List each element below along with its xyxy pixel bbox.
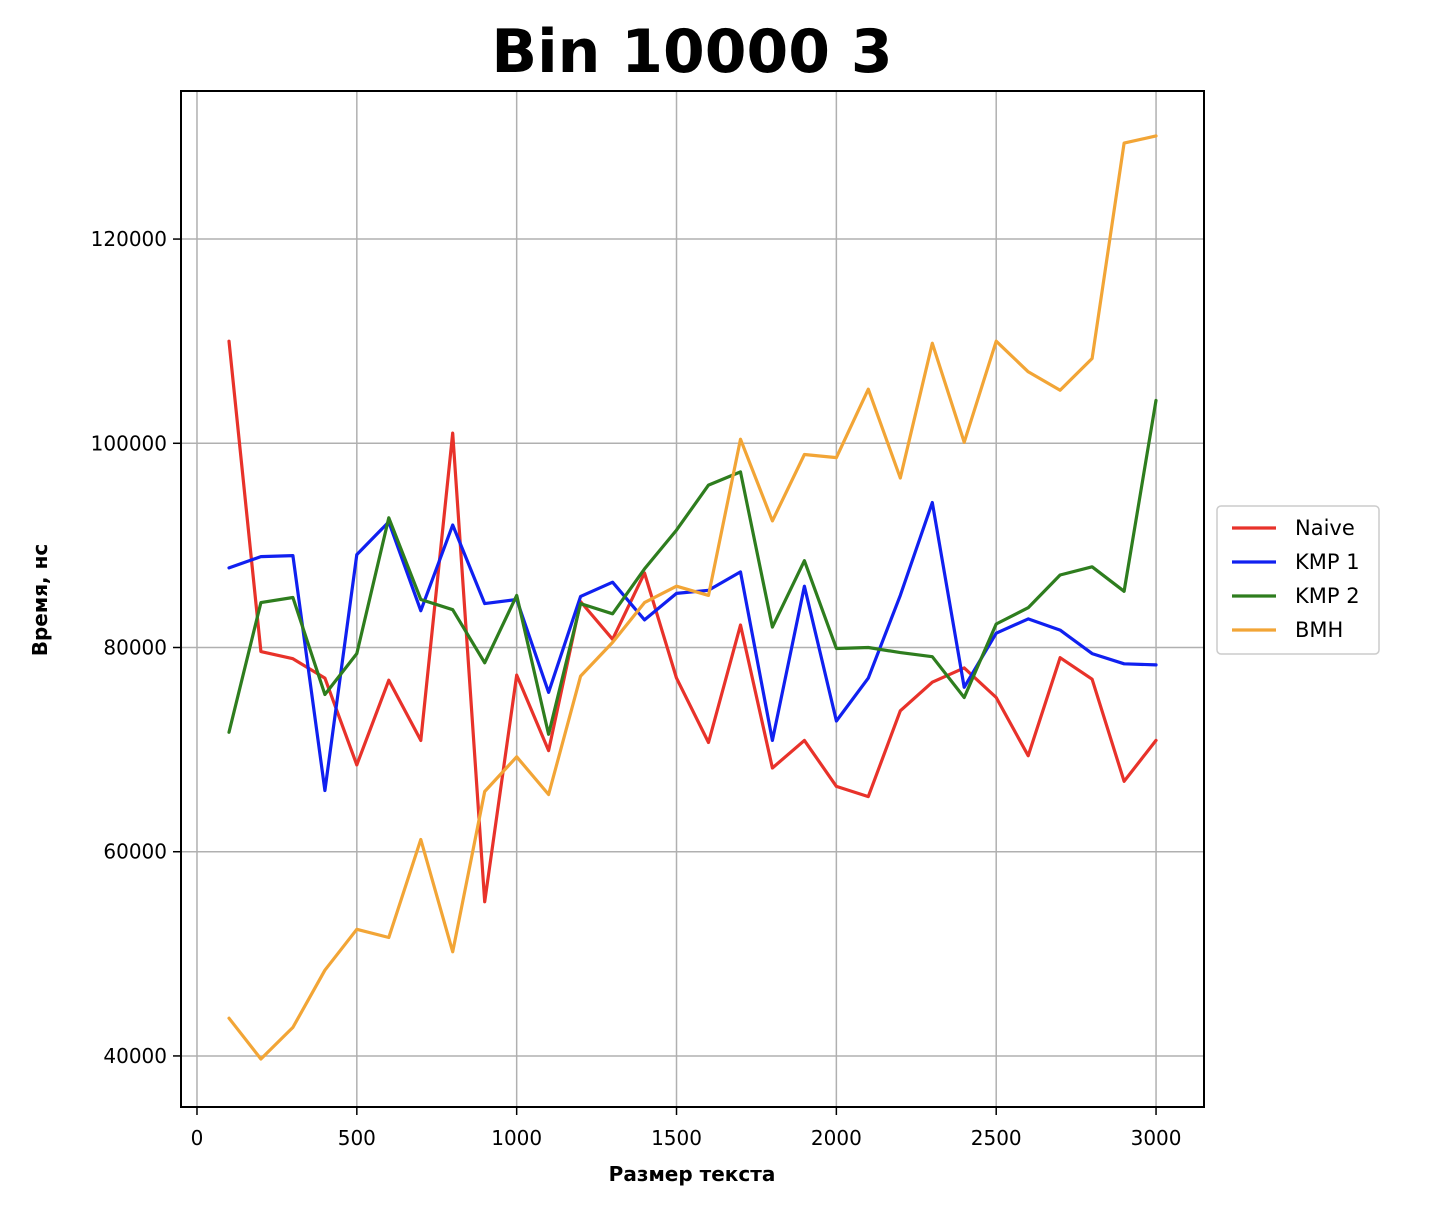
x-tick-label: 2500 [971,1126,1022,1150]
series-line-kmp-2 [227,398,1158,736]
series-line-bmh [227,134,1158,1061]
x-axis-label: Размер текста [609,1162,776,1186]
x-tick-label: 0 [191,1126,204,1150]
series-line-kmp-1 [227,500,1158,793]
y-axis-label: Время, нс [28,544,52,657]
grid [181,91,1204,1107]
y-tick-label: 40000 [103,1044,167,1068]
legend-frame [1216,505,1380,655]
x-tick-label: 3000 [1131,1126,1182,1150]
y-axis-ticks: 40000 60000 80000 100000 120000 [91,227,181,1068]
legend-label: KMP 1 [1295,550,1360,574]
x-tick-label: 500 [338,1126,376,1150]
x-tick-label: 1500 [651,1126,702,1150]
chart-title: Bin 10000 3 [491,17,892,87]
legend-label: KMP 2 [1295,584,1360,608]
plot-frame [180,90,1205,1108]
x-tick-label: 2000 [811,1126,862,1150]
series-lines [227,134,1158,1061]
y-tick-label: 100000 [91,431,167,455]
legend: Naive KMP 1 KMP 2 BMH [1216,505,1380,655]
x-tick-label: 1000 [491,1126,542,1150]
y-tick-label: 120000 [91,227,167,251]
series-line-naive [227,339,1158,904]
legend-label: BMH [1295,618,1343,642]
legend-label: Naive [1295,516,1355,540]
y-tick-label: 60000 [103,840,167,864]
y-tick-label: 80000 [103,636,167,660]
x-axis-ticks: 0 500 1000 1500 2000 2500 3000 [191,1107,1182,1150]
